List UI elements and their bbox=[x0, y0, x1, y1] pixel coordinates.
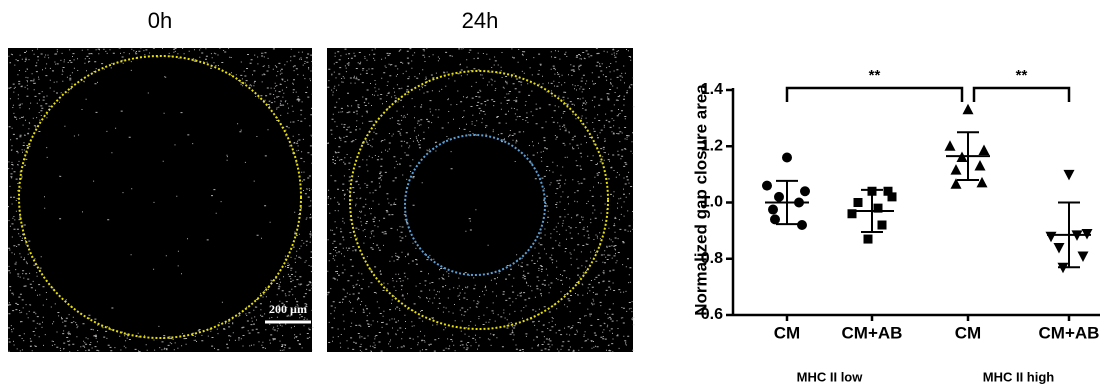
cell-speckles bbox=[8, 47, 635, 353]
y-tick-label: 1.0 bbox=[701, 194, 723, 211]
data-point bbox=[976, 176, 988, 188]
data-point bbox=[853, 198, 863, 207]
data-point bbox=[774, 191, 784, 202]
gap-outline bbox=[349, 70, 609, 330]
significance-bracket bbox=[785, 86, 964, 102]
data-point bbox=[800, 186, 810, 197]
y-tick-label: 0.8 bbox=[701, 250, 723, 267]
data-point bbox=[847, 209, 857, 219]
data-point bbox=[1053, 243, 1065, 254]
x-tick-label: CM+AB bbox=[842, 323, 903, 342]
scale-bar-label: 200 µm bbox=[269, 302, 307, 316]
data-point bbox=[863, 234, 873, 244]
speckle-field bbox=[8, 47, 314, 353]
x-tick-label: CM+AB bbox=[1039, 323, 1100, 342]
data-point bbox=[887, 192, 897, 202]
closure-outline bbox=[404, 134, 546, 276]
speckle-field bbox=[327, 47, 635, 353]
x-tick-label: CM bbox=[774, 323, 800, 342]
data-point bbox=[1045, 231, 1057, 243]
data-point bbox=[877, 220, 887, 230]
panel-label: 0h bbox=[148, 8, 172, 33]
x-tick-label: CM bbox=[955, 323, 981, 342]
group-label: MHC II low bbox=[797, 369, 864, 384]
panel-label: 24h bbox=[462, 8, 499, 33]
data-point bbox=[1063, 169, 1075, 181]
gap-outline bbox=[18, 55, 302, 339]
data-point bbox=[762, 180, 772, 191]
micrograph-24h bbox=[327, 48, 633, 352]
data-point bbox=[1077, 251, 1089, 262]
data-point bbox=[978, 144, 990, 155]
y-axis-label: Normalized gap closure area bbox=[691, 84, 710, 316]
data-point bbox=[883, 186, 893, 196]
data-point bbox=[950, 178, 962, 189]
micrograph-0h bbox=[8, 48, 312, 352]
data-point bbox=[770, 214, 780, 225]
sd-bar bbox=[776, 179, 798, 226]
data-point bbox=[950, 164, 962, 175]
data-point bbox=[962, 103, 974, 115]
y-tick-label: 1.4 bbox=[701, 81, 723, 98]
significance-label: ** bbox=[869, 67, 881, 84]
sd-bar bbox=[1058, 201, 1080, 269]
data-point bbox=[944, 140, 956, 151]
sd-bar bbox=[957, 131, 979, 181]
y-tick-label: 0.6 bbox=[701, 306, 723, 323]
data-point bbox=[873, 203, 883, 213]
y-tick-label: 1.2 bbox=[701, 137, 723, 154]
significance-label: ** bbox=[1016, 67, 1028, 84]
data-point bbox=[782, 152, 792, 163]
data-point bbox=[797, 220, 807, 230]
data-point bbox=[974, 159, 986, 171]
data-point bbox=[768, 204, 778, 215]
sd-bar bbox=[861, 188, 883, 234]
group-label: MHC II high bbox=[983, 369, 1055, 384]
significance-bracket bbox=[972, 86, 1071, 102]
